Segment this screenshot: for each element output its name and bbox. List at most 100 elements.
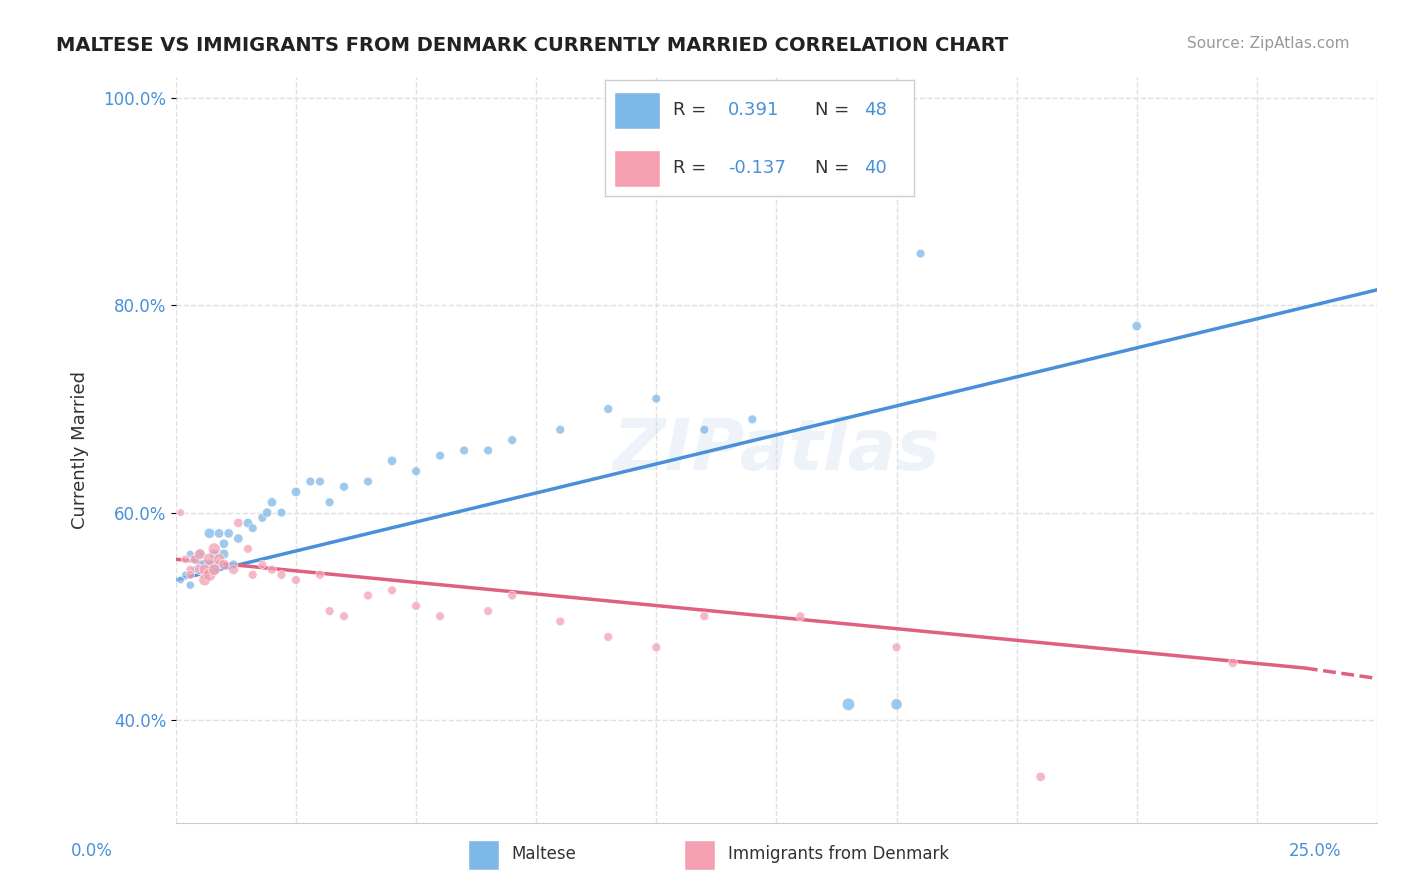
FancyBboxPatch shape	[614, 150, 661, 187]
Point	[309, 475, 332, 489]
Point	[194, 563, 217, 577]
Point	[260, 495, 283, 509]
FancyBboxPatch shape	[468, 840, 499, 871]
Point	[1222, 656, 1244, 670]
Point	[260, 563, 283, 577]
Point	[198, 526, 221, 541]
Point	[202, 563, 225, 577]
Point	[270, 506, 292, 520]
Point	[212, 547, 235, 561]
Point	[198, 552, 221, 566]
Point	[169, 506, 191, 520]
Point	[284, 484, 307, 499]
Point	[242, 567, 264, 582]
Point	[837, 698, 859, 712]
Text: 0.391: 0.391	[728, 102, 780, 120]
Text: 48: 48	[865, 102, 887, 120]
Point	[598, 402, 620, 417]
Point	[357, 475, 380, 489]
Point	[357, 589, 380, 603]
Point	[222, 558, 245, 572]
Point	[202, 541, 225, 556]
Point	[405, 599, 427, 613]
Point	[548, 423, 571, 437]
Point	[174, 552, 197, 566]
Point	[226, 516, 249, 530]
Point	[188, 547, 211, 561]
Point	[333, 480, 356, 494]
Point	[381, 454, 404, 468]
Point	[910, 246, 932, 260]
Point	[208, 552, 231, 566]
Point	[198, 558, 221, 572]
Text: Immigrants from Denmark: Immigrants from Denmark	[728, 845, 949, 863]
Point	[453, 443, 475, 458]
Point	[208, 526, 231, 541]
Point	[242, 521, 264, 535]
Point	[548, 615, 571, 629]
Point	[741, 412, 763, 426]
Point	[309, 567, 332, 582]
Point	[208, 558, 231, 572]
Text: N =: N =	[815, 102, 849, 120]
Text: 0.0%: 0.0%	[70, 842, 112, 860]
Text: N =: N =	[815, 160, 849, 178]
Point	[1125, 319, 1147, 334]
Text: R =: R =	[672, 160, 706, 178]
Text: 40: 40	[865, 160, 887, 178]
Point	[174, 567, 197, 582]
Point	[194, 567, 217, 582]
Point	[226, 532, 249, 546]
Point	[198, 567, 221, 582]
Point	[405, 464, 427, 478]
Text: Source: ZipAtlas.com: Source: ZipAtlas.com	[1187, 36, 1350, 51]
Point	[299, 475, 322, 489]
Point	[1029, 770, 1052, 784]
Point	[222, 563, 245, 577]
Y-axis label: Currently Married: Currently Married	[72, 371, 89, 530]
Point	[318, 495, 340, 509]
Point	[501, 589, 523, 603]
Point	[645, 640, 668, 655]
Point	[886, 698, 908, 712]
Point	[188, 558, 211, 572]
Point	[188, 563, 211, 577]
Point	[179, 563, 201, 577]
FancyBboxPatch shape	[614, 92, 661, 129]
Point	[598, 630, 620, 644]
Point	[270, 567, 292, 582]
Point	[184, 563, 207, 577]
Point	[645, 392, 668, 406]
Point	[886, 640, 908, 655]
Point	[284, 573, 307, 587]
Text: 25.0%: 25.0%	[1288, 842, 1341, 860]
Point	[789, 609, 811, 624]
Point	[333, 609, 356, 624]
Point	[169, 573, 191, 587]
Point	[212, 537, 235, 551]
Point	[252, 511, 274, 525]
Text: ZIPatlas: ZIPatlas	[613, 416, 941, 485]
Point	[693, 423, 716, 437]
Point	[218, 526, 240, 541]
Point	[184, 552, 207, 566]
Point	[381, 583, 404, 598]
Point	[236, 541, 259, 556]
Text: Maltese: Maltese	[512, 845, 576, 863]
Point	[477, 443, 499, 458]
Text: -0.137: -0.137	[728, 160, 786, 178]
Point	[318, 604, 340, 618]
Point	[212, 558, 235, 572]
Point	[188, 547, 211, 561]
Point	[477, 604, 499, 618]
Point	[693, 609, 716, 624]
Point	[202, 547, 225, 561]
Point	[256, 506, 278, 520]
Point	[429, 609, 451, 624]
Point	[429, 449, 451, 463]
Point	[179, 578, 201, 592]
Point	[194, 573, 217, 587]
Point	[194, 558, 217, 572]
Point	[179, 567, 201, 582]
Text: R =: R =	[672, 102, 706, 120]
